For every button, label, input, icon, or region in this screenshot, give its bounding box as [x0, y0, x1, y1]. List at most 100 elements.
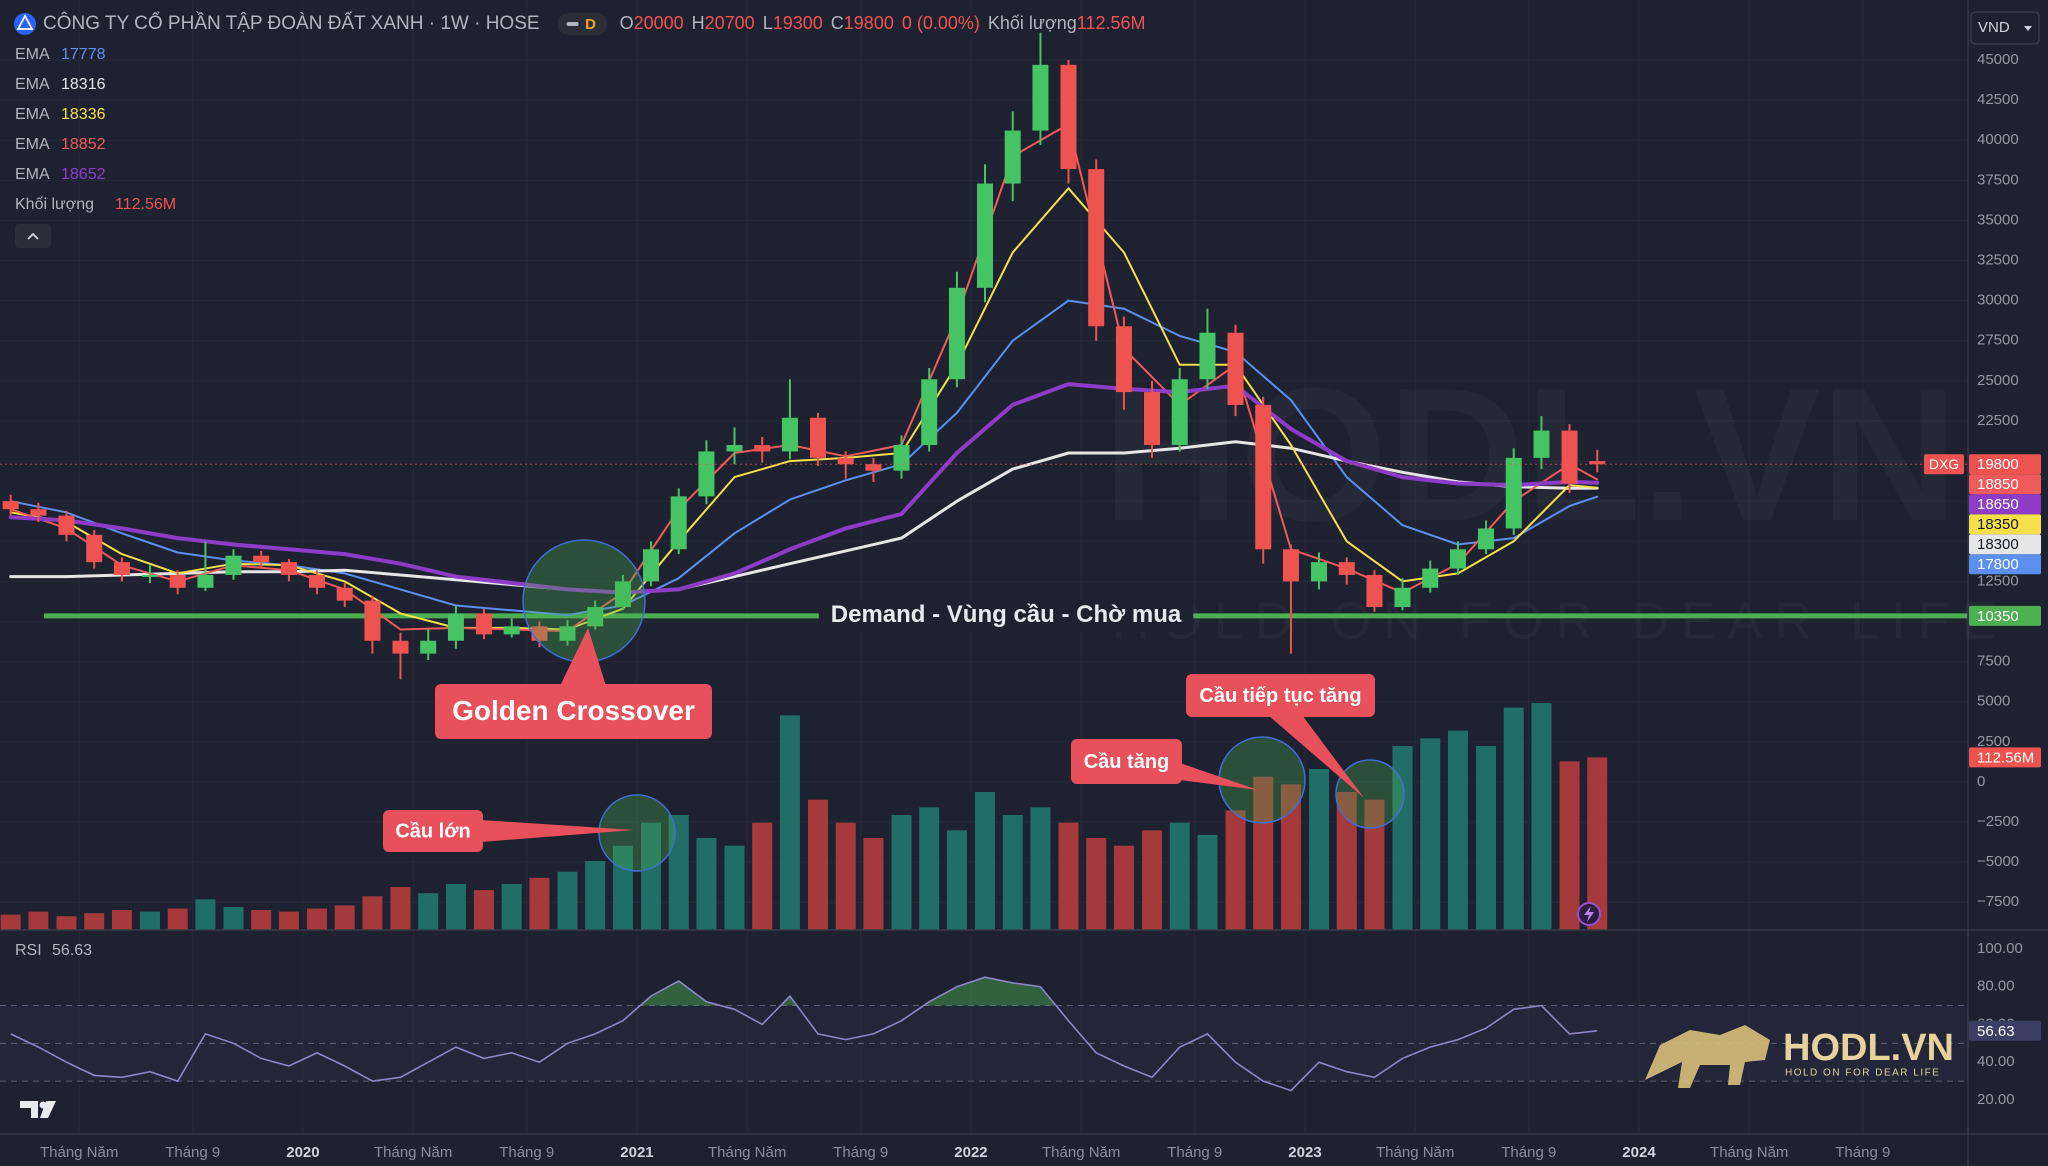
- volume-bar: [919, 807, 940, 930]
- candle-body: [113, 562, 130, 575]
- candle-body: [587, 607, 604, 627]
- candle-body: [1004, 130, 1021, 184]
- price-tag: 18350: [1977, 516, 2019, 533]
- candle-body: [1282, 549, 1299, 582]
- volume-bar: [0, 914, 21, 930]
- volume-bar: [1253, 776, 1274, 930]
- candle-body: [1088, 169, 1105, 327]
- x-tick-label: Tháng Năm: [1710, 1144, 1788, 1161]
- price-tag-bg: [1969, 474, 2041, 495]
- volume-bar: [306, 908, 327, 930]
- x-tick-label: 2022: [954, 1144, 987, 1161]
- candle-body: [977, 183, 994, 288]
- volume-bar: [1169, 822, 1190, 930]
- volume-bar: [139, 911, 160, 930]
- ema-legend-value: 17778: [61, 46, 106, 63]
- candle-body: [614, 581, 631, 608]
- ohlc-value: 20000: [634, 13, 684, 33]
- candle-body: [1032, 64, 1049, 131]
- rsi-tick-label: 100.00: [1977, 940, 2023, 957]
- change: 0 (0.00%): [902, 13, 980, 33]
- volume-bar: [1420, 738, 1441, 930]
- volume-bar: [445, 884, 466, 930]
- tv-logo: [20, 1101, 56, 1118]
- volume-bar: [752, 822, 773, 930]
- volume-value: 112.56M: [1077, 13, 1146, 33]
- y-tick-label: −7500: [1977, 893, 2019, 910]
- volume-bar: [167, 908, 188, 930]
- volume-bar: [946, 830, 967, 930]
- alert-icon-bolt: [1584, 906, 1594, 922]
- x-tick-label: Tháng Năm: [374, 1144, 452, 1161]
- collapse-icon: [27, 232, 39, 240]
- candle-body: [1227, 332, 1244, 405]
- volume-bar: [1531, 703, 1552, 930]
- candle-body: [308, 574, 325, 588]
- volume-bar: [724, 845, 745, 930]
- volume-bar: [1142, 830, 1163, 930]
- volume-bar: [1364, 799, 1385, 930]
- ema-legend-value: 18652: [61, 166, 106, 183]
- volume-bar: [585, 861, 606, 930]
- candle-body: [141, 574, 158, 577]
- x-tick-label: Tháng Năm: [1376, 1144, 1454, 1161]
- chart-title: CÔNG TY CỔ PHẦN TẬP ĐOÀN ĐẤT XANH · 1W ·…: [43, 12, 540, 34]
- volume-tag: 112.56M: [1977, 749, 2034, 766]
- volume-bar: [640, 822, 661, 930]
- y-tick-label: 7500: [1977, 653, 2010, 670]
- volume-bar: [362, 896, 383, 930]
- candle-body: [503, 626, 520, 635]
- ema-legend-name: EMA: [15, 166, 50, 183]
- candle-body: [420, 640, 437, 654]
- volume-bar: [390, 887, 411, 930]
- volume-bar: [1309, 769, 1330, 930]
- volume-bar: [1086, 838, 1107, 930]
- ohlc-value: 20700: [705, 13, 755, 33]
- volume-bar: [779, 715, 800, 930]
- rsi-tick-label: 80.00: [1977, 978, 2015, 995]
- rsi-line: [10, 976, 1598, 1092]
- annotation-box: [383, 810, 483, 852]
- ema-legend-name: EMA: [15, 76, 50, 93]
- x-tick-label: Tháng 9: [833, 1144, 888, 1161]
- annotation-pointer: [481, 820, 634, 842]
- candle-body: [1115, 326, 1132, 393]
- rsi-legend-value: 56.63: [52, 942, 92, 959]
- candle-body: [1366, 574, 1383, 608]
- volume-bar: [557, 871, 578, 930]
- volume-bar: [84, 913, 105, 930]
- volume-bar: [863, 838, 884, 930]
- price-tag-bg: [1969, 534, 2041, 555]
- candle-body: [726, 445, 743, 452]
- watermark-subtitle: HOLD ON FOR DEAR LIFE: [1112, 593, 2008, 651]
- x-tick-label: Tháng Năm: [708, 1144, 786, 1161]
- annotation-box: [435, 684, 712, 739]
- candle-body: [225, 555, 242, 575]
- symbol-icon-glyph: [16, 14, 34, 30]
- x-tick-label: 2020: [286, 1144, 319, 1161]
- x-tick-label: Tháng 9: [1167, 1144, 1222, 1161]
- ohlc-name: L: [763, 13, 773, 33]
- candle-body: [1505, 457, 1522, 529]
- candle-body: [948, 287, 965, 380]
- ohlc-legend: O20000 H20700 L19300 C19800 0 (0.00%) Khối lư…: [620, 13, 1146, 33]
- currency-button: [1970, 11, 2040, 45]
- annotation-text: Golden Crossover: [452, 695, 695, 726]
- candle-body: [809, 417, 826, 458]
- ohlc-name: O: [620, 13, 634, 33]
- volume-bar: [529, 877, 550, 930]
- highlight-circle: [1335, 759, 1405, 829]
- price-tag-bg: [1969, 554, 2041, 575]
- candle-body: [2, 501, 19, 510]
- x-tick-label: 2023: [1288, 1144, 1321, 1161]
- x-tick-label: Tháng 9: [499, 1144, 554, 1161]
- annotation-text: Cầu lớn: [395, 820, 470, 842]
- candle-body: [781, 417, 798, 452]
- volume-bar: [612, 845, 633, 930]
- y-tick-label: 35000: [1977, 211, 2019, 228]
- rsi-legend-name: RSI: [15, 942, 42, 959]
- y-tick-label: 5000: [1977, 693, 2010, 710]
- candle-body: [670, 496, 687, 550]
- annotation-text: Cầu tăng: [1084, 751, 1170, 773]
